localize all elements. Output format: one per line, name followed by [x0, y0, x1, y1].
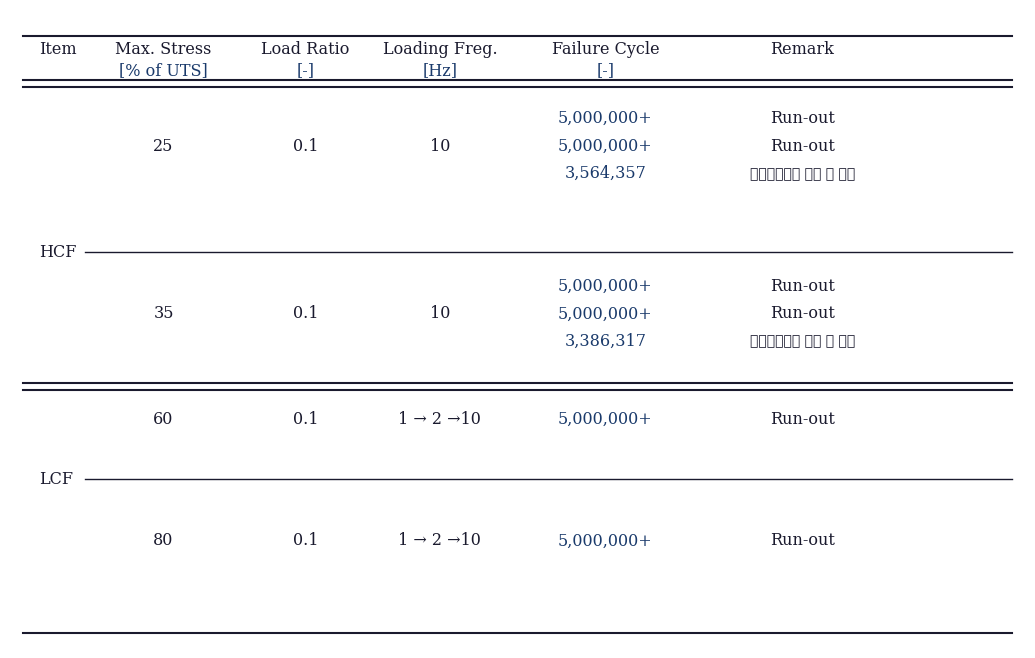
Text: 25: 25 [153, 138, 174, 155]
Text: Run-out: Run-out [770, 305, 834, 322]
Text: 0.1: 0.1 [293, 305, 318, 322]
Text: 0.1: 0.1 [293, 411, 318, 428]
Text: Run-out: Run-out [770, 532, 834, 549]
Text: Load Ratio: Load Ratio [261, 41, 350, 58]
Text: 5,000,000+: 5,000,000+ [558, 305, 653, 322]
Text: 10: 10 [430, 305, 450, 322]
Text: LCF: LCF [39, 470, 73, 488]
Text: 5,000,000+: 5,000,000+ [558, 110, 653, 127]
Text: [Hz]: [Hz] [422, 62, 457, 79]
Text: Run-out: Run-out [770, 110, 834, 127]
Text: 80: 80 [153, 532, 174, 549]
Text: 5,000,000+: 5,000,000+ [558, 138, 653, 155]
Text: 0.1: 0.1 [293, 532, 318, 549]
Text: 1 → 2 →10: 1 → 2 →10 [398, 532, 481, 549]
Text: 5,000,000+: 5,000,000+ [558, 411, 653, 428]
Text: Max. Stress: Max. Stress [115, 41, 212, 58]
Text: 0.1: 0.1 [293, 138, 318, 155]
Text: Item: Item [39, 41, 77, 58]
Text: 35: 35 [153, 305, 174, 322]
Text: 3,386,317: 3,386,317 [564, 333, 647, 350]
Text: 1 → 2 →10: 1 → 2 →10 [398, 411, 481, 428]
Text: 장비고장으로 중단 후 파단: 장비고장으로 중단 후 파단 [749, 166, 855, 181]
Text: 3,564,357: 3,564,357 [564, 165, 647, 182]
Text: Failure Cycle: Failure Cycle [552, 41, 659, 58]
Text: 10: 10 [430, 138, 450, 155]
Text: 60: 60 [153, 411, 174, 428]
Text: 장비고장으로 중단 후 파단: 장비고장으로 중단 후 파단 [749, 334, 855, 349]
Text: Loading Freg.: Loading Freg. [383, 41, 497, 58]
Text: [% of UTS]: [% of UTS] [119, 62, 208, 79]
Text: HCF: HCF [39, 243, 77, 261]
Text: [-]: [-] [296, 62, 315, 79]
Text: 5,000,000+: 5,000,000+ [558, 278, 653, 295]
Text: Remark: Remark [770, 41, 834, 58]
Text: 5,000,000+: 5,000,000+ [558, 532, 653, 549]
Text: [-]: [-] [596, 62, 615, 79]
Text: Run-out: Run-out [770, 278, 834, 295]
Text: Run-out: Run-out [770, 138, 834, 155]
Text: Run-out: Run-out [770, 411, 834, 428]
